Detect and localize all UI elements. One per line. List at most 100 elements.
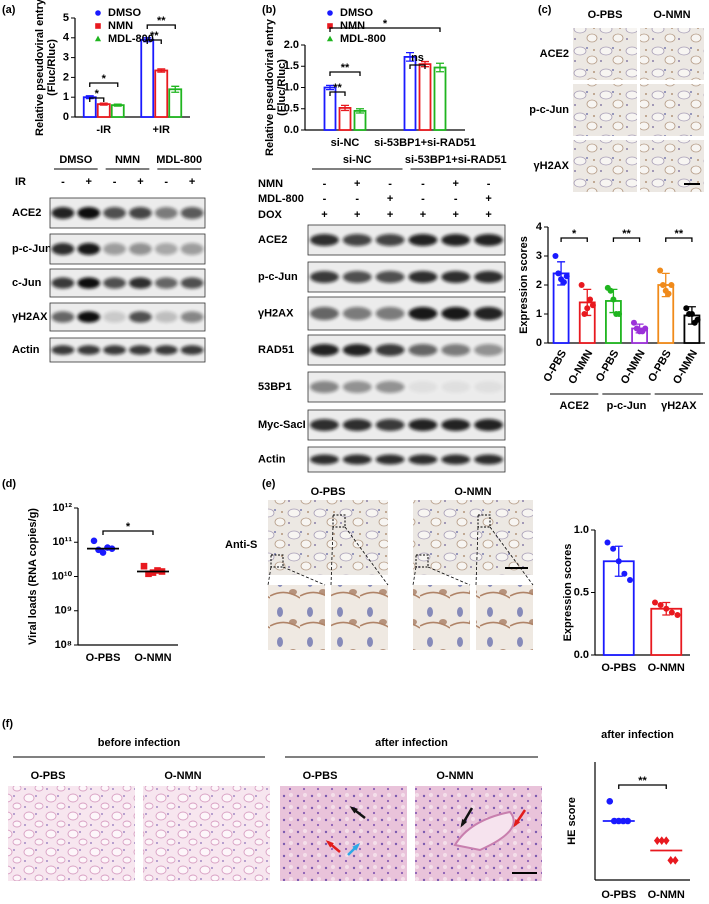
image-column-label: O-NMN xyxy=(436,770,473,782)
micrograph xyxy=(413,585,470,650)
y-tick-label: 0.5 xyxy=(574,586,589,598)
error-bar xyxy=(614,545,623,577)
micrograph xyxy=(573,28,637,80)
blot-band xyxy=(408,234,438,246)
blot-band xyxy=(309,454,339,465)
data-point xyxy=(607,287,614,294)
significance-label: ** xyxy=(150,30,159,42)
micrograph xyxy=(413,500,533,575)
micrograph xyxy=(573,140,637,192)
y-tick-label: 3 xyxy=(536,250,542,262)
blot-frame xyxy=(307,446,506,473)
significance-label: * xyxy=(95,88,100,100)
y-tick-label: 0.0 xyxy=(284,124,299,136)
bar xyxy=(154,69,169,118)
blot-band xyxy=(154,345,178,355)
blot-row-label: γH2AX xyxy=(12,311,48,323)
blot-band xyxy=(154,277,178,289)
data-point xyxy=(630,319,637,326)
blot-frame xyxy=(307,409,506,441)
data-point xyxy=(149,569,157,576)
blot-row-label: Actin xyxy=(258,453,286,465)
data-point xyxy=(652,599,658,606)
data-point xyxy=(90,537,98,545)
blot-band xyxy=(51,207,75,219)
blot-band xyxy=(51,311,75,323)
blot-band xyxy=(180,207,204,219)
blot-row-label: 53BP1 xyxy=(258,381,292,393)
blot-row-label: RAD51 xyxy=(258,344,294,356)
x-tick-label: O-NMN xyxy=(648,662,685,674)
condition-sign: + xyxy=(321,209,327,221)
y-tick-label: 10⁹ xyxy=(55,605,72,617)
blot-band xyxy=(129,345,152,355)
blot-band xyxy=(408,306,438,321)
legend-label: MDL-800 xyxy=(340,33,386,45)
blot-band xyxy=(375,234,405,246)
significance-bracket xyxy=(146,24,176,29)
blot-band xyxy=(77,311,101,323)
condition-sign: - xyxy=(421,178,425,190)
blot-band xyxy=(129,311,152,323)
group-label: p-c-Jun xyxy=(607,400,647,412)
panel-label: (a) xyxy=(2,4,16,16)
image-group-label: before infection xyxy=(98,737,181,749)
significance-bracket xyxy=(618,784,667,789)
condition-label: NMN xyxy=(258,178,283,190)
y-tick-label: 0 xyxy=(63,111,69,123)
y-tick-label: 1 xyxy=(536,308,542,320)
condition-sign: + xyxy=(189,176,195,188)
blot-row-label: p-c-Jun xyxy=(258,271,298,283)
data-point xyxy=(694,316,701,323)
bar xyxy=(433,66,447,131)
blot-band xyxy=(51,345,75,355)
blot-band xyxy=(180,345,204,355)
data-point xyxy=(657,602,664,608)
blot-frame xyxy=(49,197,206,229)
x-tick-label: O-PBS xyxy=(646,348,674,384)
blot-band xyxy=(375,271,405,283)
blot-frame xyxy=(49,233,206,265)
error-bar xyxy=(356,108,364,114)
condition-label: MDL-800 xyxy=(258,193,304,205)
x-tick-label: O-NMN xyxy=(671,348,700,386)
y-tick-label: 1 xyxy=(63,91,69,103)
blot-band xyxy=(342,234,372,246)
y-tick-label: 1.5 xyxy=(284,60,299,72)
y-tick-label: 10¹² xyxy=(52,502,72,514)
x-tick-label: si-53BP1+si-RAD51 xyxy=(374,137,476,149)
significance-bracket xyxy=(612,237,641,242)
data-point xyxy=(657,267,664,274)
y-tick-label: 1.0 xyxy=(284,81,299,93)
blot-band xyxy=(474,381,504,393)
blot-band xyxy=(375,381,405,393)
blot-band xyxy=(342,419,372,431)
chart-title: after infection xyxy=(601,729,674,741)
blot-band xyxy=(309,306,339,321)
panel-label: (e) xyxy=(262,478,276,490)
panel-label: (c) xyxy=(538,4,552,16)
y-tick-label: 5 xyxy=(63,12,69,24)
group-label: γH2AX xyxy=(661,400,697,412)
y-axis-title: (Fluc/Rluc) xyxy=(276,59,288,116)
condition-sign: + xyxy=(86,176,92,188)
bar xyxy=(140,38,155,118)
blot-band xyxy=(441,306,471,321)
blot-band xyxy=(375,344,405,356)
condition-sign: - xyxy=(355,193,359,205)
error-bar xyxy=(341,104,349,112)
condition-sign: - xyxy=(323,178,327,190)
error-bar xyxy=(436,62,444,73)
data-point xyxy=(140,562,148,570)
error-bar xyxy=(583,288,592,317)
x-tick-label: si-NC xyxy=(331,137,360,149)
y-tick-label: 4 xyxy=(536,221,543,233)
blot-header: MDL-800 xyxy=(156,154,202,166)
blot-band xyxy=(77,277,101,289)
blot-row-label: Actin xyxy=(12,344,40,356)
condition-sign: - xyxy=(421,193,425,205)
legend-label: DMSO xyxy=(108,7,141,19)
blot-band xyxy=(129,277,152,289)
x-tick-label: O-PBS xyxy=(594,348,622,384)
x-tick-label: O-PBS xyxy=(86,652,121,664)
